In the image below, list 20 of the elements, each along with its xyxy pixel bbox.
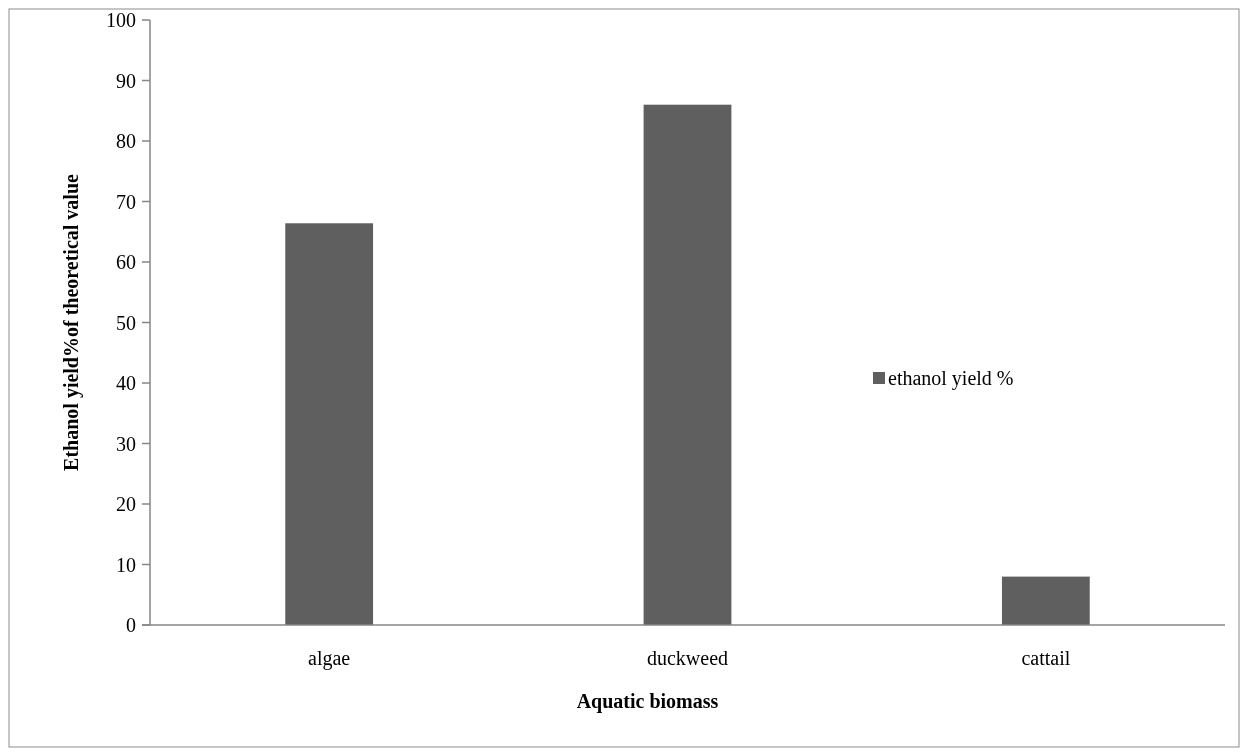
y-tick-label: 80 bbox=[116, 130, 136, 152]
y-tick-label: 20 bbox=[116, 493, 136, 515]
y-tick-label: 90 bbox=[116, 69, 136, 92]
x-tick-label: duckweed bbox=[646, 647, 729, 669]
y-tick-label: 60 bbox=[116, 251, 136, 273]
bar bbox=[1001, 576, 1090, 625]
y-tick-label: 100 bbox=[106, 9, 136, 31]
x-axis-title: Aquatic biomass bbox=[576, 690, 719, 713]
y-tick-label: 10 bbox=[116, 553, 136, 576]
bar bbox=[285, 223, 374, 625]
y-axis-title: Ethanol yield%of theoretical value bbox=[60, 173, 83, 471]
y-tick-label: 0 bbox=[126, 614, 136, 636]
bar bbox=[643, 104, 732, 625]
y-tick-label: 50 bbox=[116, 311, 136, 334]
x-tick-label: algae bbox=[308, 647, 351, 670]
x-tick-label: cattail bbox=[1021, 647, 1071, 669]
y-tick-label: 70 bbox=[116, 190, 136, 213]
y-tick-label: 30 bbox=[116, 432, 136, 455]
y-tick-label: 40 bbox=[116, 372, 136, 394]
legend-label: ethanol yield % bbox=[888, 367, 1014, 390]
